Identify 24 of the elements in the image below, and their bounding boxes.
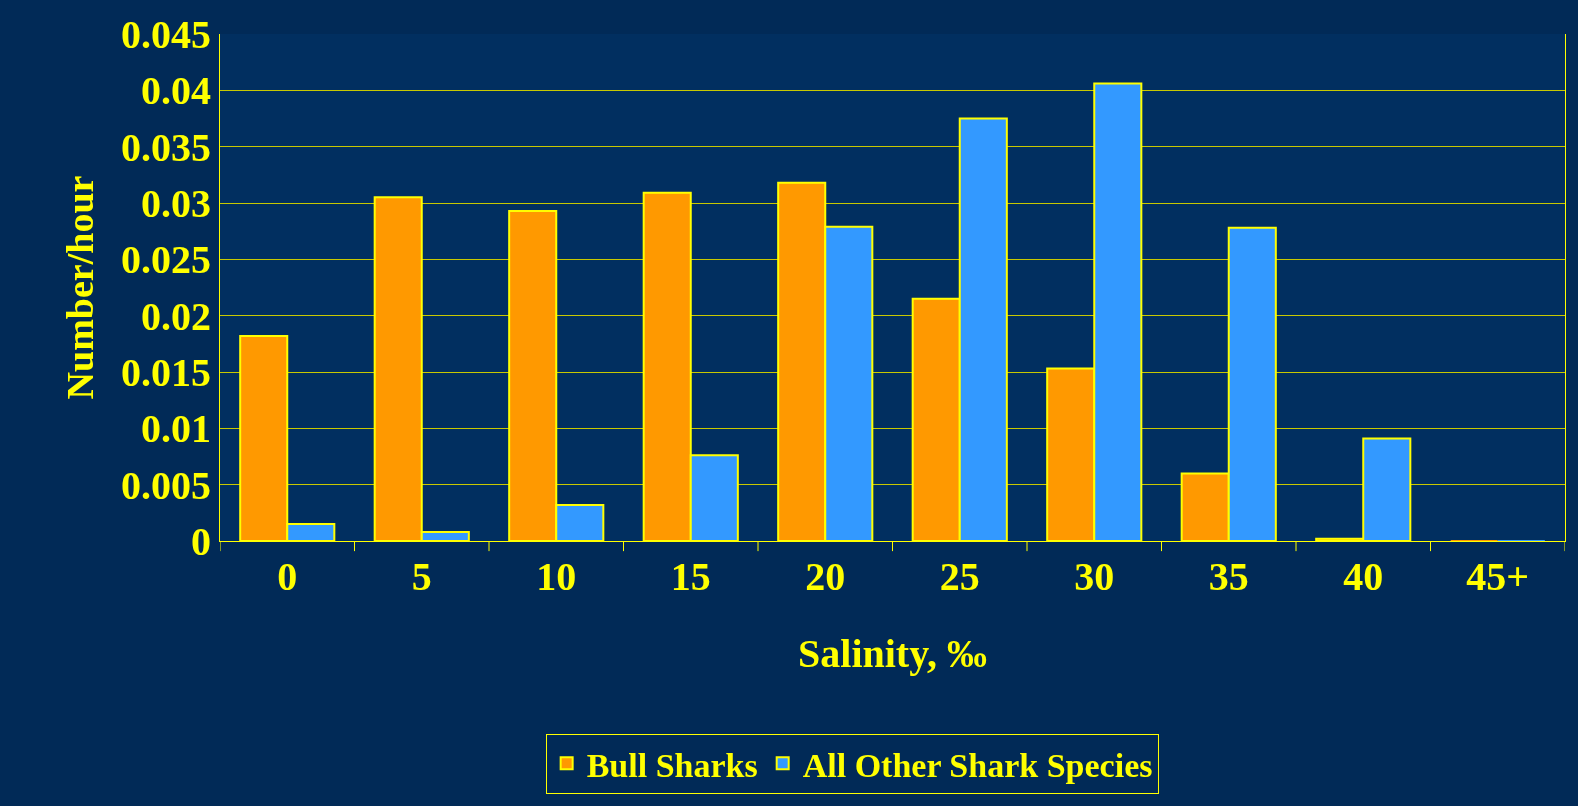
y-tick-label: 0.035 xyxy=(121,124,211,170)
y-tick-label: 0.03 xyxy=(141,181,211,226)
y-tick-label: 0.005 xyxy=(121,462,211,508)
x-tick-label: 15 xyxy=(670,554,711,599)
x-axis-title: Salinity, ‰ xyxy=(798,630,987,676)
y-tick-label: 0.045 xyxy=(121,12,211,57)
x-tick-label: 35 xyxy=(1208,554,1249,599)
x-tick-label: 45+ xyxy=(1466,554,1530,599)
legend-label: Bull Sharks xyxy=(586,746,758,784)
x-tick-label: 20 xyxy=(805,554,846,599)
y-tick-label: 0 xyxy=(191,519,211,564)
x-tick-label: 40 xyxy=(1343,554,1384,599)
x-tick-label: 5 xyxy=(411,554,432,599)
y-tick-label: 0.01 xyxy=(141,406,211,452)
y-tick-label: 0.02 xyxy=(141,293,211,339)
x-tick-label: 0 xyxy=(277,554,298,599)
y-axis-title: Number/hour xyxy=(59,175,102,400)
x-tick-label: 10 xyxy=(536,554,577,599)
y-tick-label: 0.04 xyxy=(141,68,211,114)
y-tick-label: 0.025 xyxy=(121,237,211,283)
y-tick-label: 0.015 xyxy=(121,350,211,395)
x-tick-label: 30 xyxy=(1074,554,1115,599)
legend-label: All Other Shark Species xyxy=(802,746,1153,784)
x-tick-label: 25 xyxy=(939,554,980,599)
